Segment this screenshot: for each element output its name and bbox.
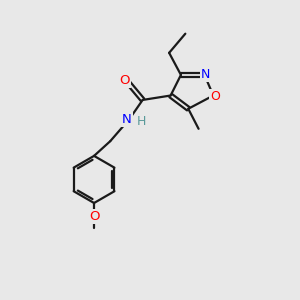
Text: H: H: [137, 115, 146, 128]
Text: N: N: [122, 112, 132, 126]
Text: O: O: [119, 74, 130, 87]
Text: O: O: [210, 90, 220, 103]
Text: N: N: [201, 68, 210, 81]
Text: O: O: [89, 210, 99, 223]
